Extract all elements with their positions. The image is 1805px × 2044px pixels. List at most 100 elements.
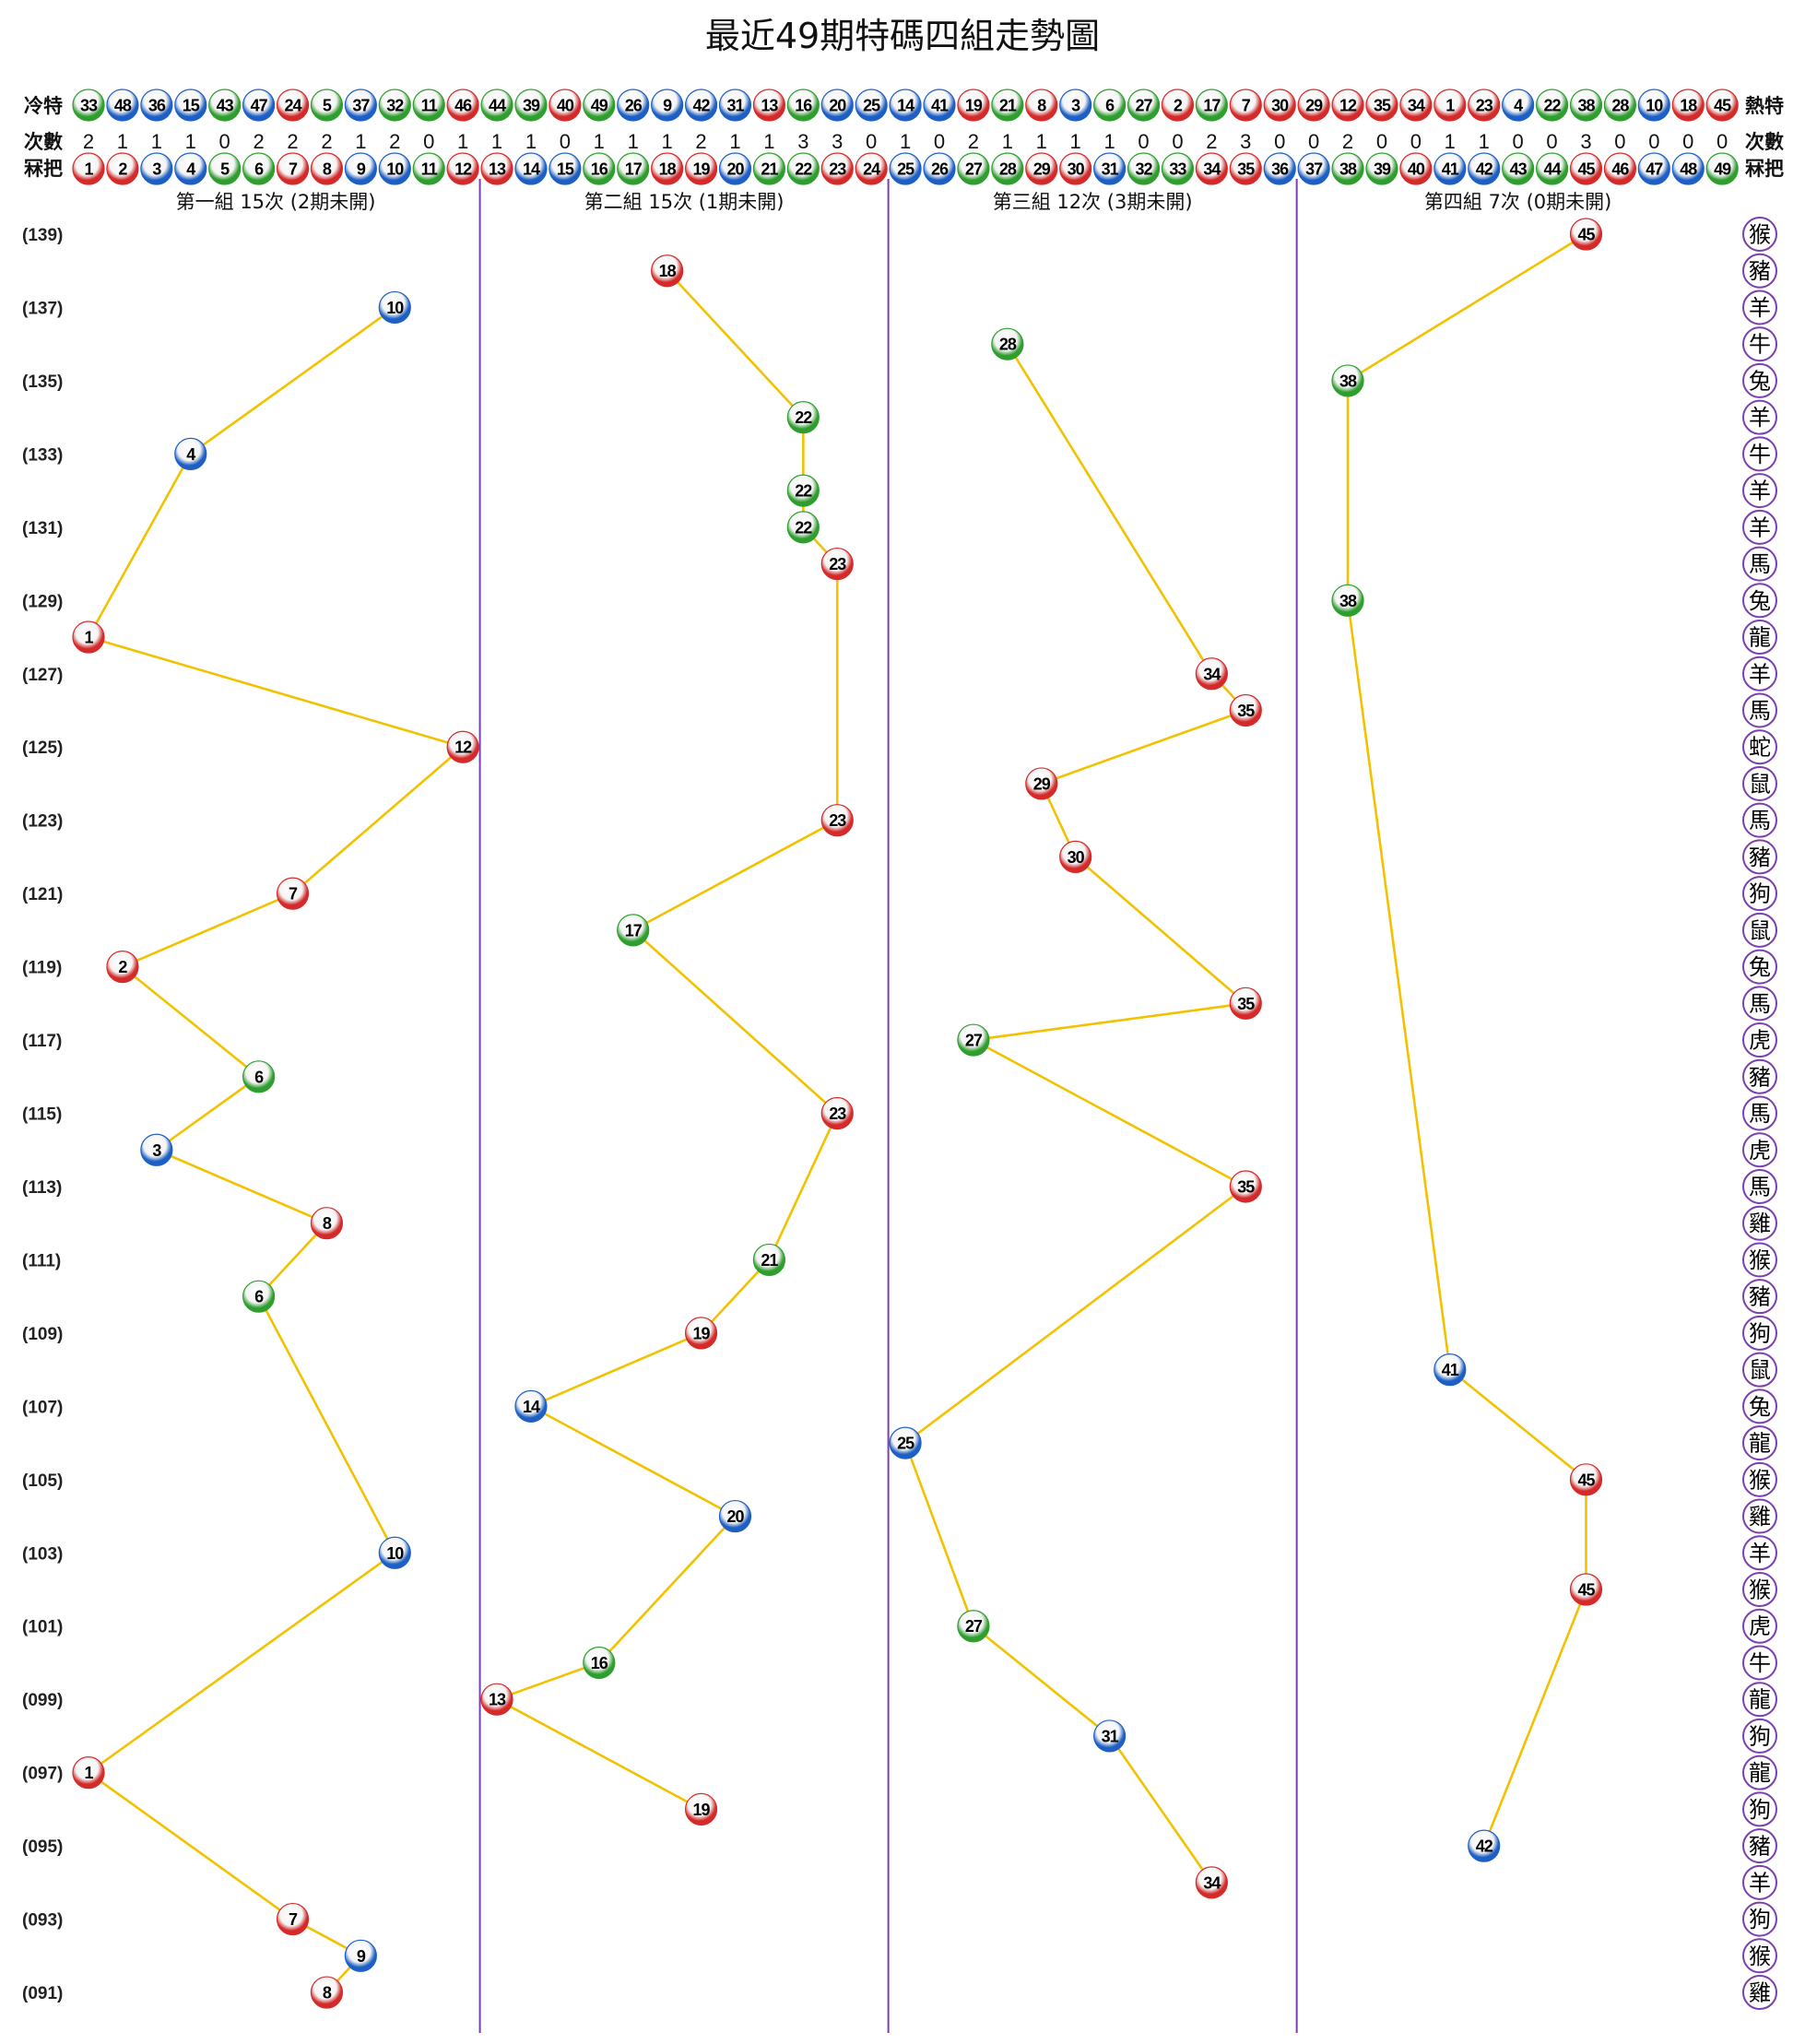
ball-circle [72,620,105,654]
ball-circle [242,152,276,185]
number-ball: 42 [1468,152,1501,185]
ball-circle [378,290,411,325]
zodiac-ring [1742,1132,1777,1168]
trend-segment [1347,232,1587,383]
ball-number: 34 [1203,160,1221,179]
trend-segment [700,1258,771,1334]
ball-circle [820,152,854,185]
ball-number: 49 [1714,160,1731,179]
number-ball: 20 [718,152,752,185]
ball-circle [1637,89,1670,122]
zodiac-text: 馬 [1749,991,1771,1017]
ball-circle [378,89,411,122]
ball-number: 45 [1577,226,1595,244]
zodiac-badge: 鼠 [1742,1352,1777,1388]
zodiac-badge: 龍 [1742,620,1777,656]
draw-ball: 22 [786,511,820,544]
zodiac-badge: 豬 [1742,253,1777,289]
number-ball: 5 [208,152,242,185]
draw-ball: 34 [1195,657,1228,691]
ball-circle [820,547,854,581]
zodiac-text: 鼠 [1749,917,1771,943]
trend-segment [87,453,192,638]
ball-number: 12 [1339,97,1357,115]
ball-circle [820,89,854,122]
ball-circle [344,152,377,185]
ball-circle [1229,152,1262,185]
zodiac-ring [1742,1498,1777,1534]
ball-number: 18 [659,160,677,179]
cold-hot-ball: 13 [752,89,786,122]
zodiac-badge: 羊 [1742,399,1777,435]
zodiac-ring [1742,1168,1777,1204]
number-ball: 30 [1059,152,1092,185]
zodiac-ring [1742,802,1777,838]
period-label: (093) [22,1911,63,1931]
trend-segment [1006,343,1213,675]
draw-ball: 9 [344,1939,377,1972]
cold-hot-ball: 41 [923,89,956,122]
zodiac-ring [1742,1682,1777,1718]
ball-circle [514,152,548,185]
trend-segment [88,1552,396,1774]
number-ball: 3 [140,152,173,185]
ball-circle [480,1683,513,1716]
ball-number: 33 [1169,160,1186,179]
period-label: (135) [22,372,63,392]
zodiac-ring [1742,1718,1777,1754]
draw-ball: 20 [718,1499,752,1533]
cold-hot-ball: 25 [855,89,888,122]
chart-title: 最近49期特碼四組走勢圖 [705,16,1100,56]
draw-balls: 4518102838224222223381343512292330717235… [72,218,1603,2009]
ball-circle [617,89,650,122]
ball-number: 5 [220,160,230,179]
ball-number: 13 [489,1691,506,1709]
ball-number: 8 [323,1214,332,1233]
count-value: 1 [1479,130,1490,153]
cold-hot-ball: 3 [1059,89,1092,122]
zodiac-badge: 猴 [1742,1572,1777,1608]
ball-number: 45 [1714,97,1731,115]
ball-number: 40 [557,97,574,115]
ball-number: 43 [1510,160,1528,179]
ball-circle [1161,89,1195,122]
ball-number: 45 [1577,1471,1595,1489]
draw-ball: 31 [1092,1719,1127,1753]
number-ball: 39 [1365,152,1398,185]
draw-ball: 3 [140,1133,173,1166]
ball-number: 17 [1203,97,1221,115]
period-label: (117) [22,1032,62,1051]
count-value: 2 [321,130,332,153]
draw-ball: 23 [820,804,854,837]
draw-ball: 28 [991,327,1024,360]
ball-number: 48 [1680,160,1697,179]
zodiac-ring [1742,876,1777,912]
zodiac-text: 狗 [1749,881,1771,907]
number-ball: 36 [1263,152,1296,185]
ball-number: 17 [625,921,643,939]
ball-circle [1195,152,1228,185]
zodiac-text: 兔 [1749,368,1771,394]
ball-number: 6 [254,1068,264,1086]
period-label: (097) [22,1765,63,1784]
draw-ball: 18 [651,254,684,288]
zodiac-text: 馬 [1749,1101,1771,1127]
cold-hot-ball: 32 [378,89,411,122]
draw-ball: 25 [889,1426,922,1459]
group-header: 第一組 15次 (2期未開) [176,191,376,213]
ball-circle [446,730,479,763]
draw-ball: 34 [1195,1866,1228,1899]
zodiac-ring [1742,362,1777,398]
trend-segment [768,1112,839,1260]
ball-circle [786,401,820,434]
ball-circle [1059,840,1092,874]
draw-ball: 38 [1331,364,1364,397]
period-label: (125) [22,738,63,758]
ball-circle [1569,89,1603,122]
ball-circle [378,152,411,185]
number-ball: 43 [1502,152,1535,185]
ball-circle [242,1280,276,1313]
number-ball: 34 [1195,152,1228,185]
ball-circle [174,152,207,185]
ball-circle [651,254,684,288]
